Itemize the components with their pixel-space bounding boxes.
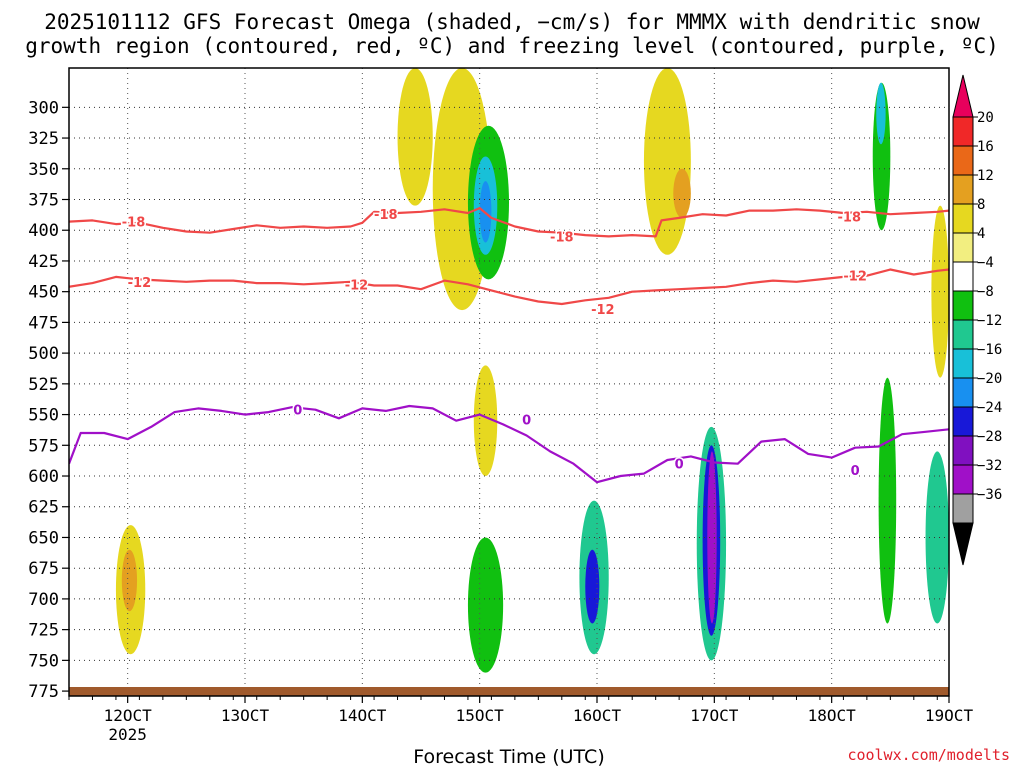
y-tick-label: 525 bbox=[28, 375, 59, 395]
y-tick-label: 400 bbox=[28, 221, 59, 241]
omega-region bbox=[925, 451, 949, 624]
y-tick-label: 625 bbox=[28, 498, 59, 518]
colorbar-label: −8 bbox=[977, 284, 994, 300]
y-tick-label: 700 bbox=[28, 590, 59, 610]
colorbar-label: −16 bbox=[977, 342, 1002, 358]
colorbar-segment bbox=[952, 435, 974, 466]
contours: -18 -18 -18 -18 -12 -12 -12 -12 0 0 0 0 bbox=[69, 207, 949, 484]
omega-region bbox=[707, 451, 717, 624]
y-tick-label: 550 bbox=[28, 406, 59, 426]
y-tick-label: 675 bbox=[28, 559, 59, 579]
y-tick-label: 750 bbox=[28, 651, 59, 671]
x-axis-label: Forecast Time (UTC) bbox=[413, 746, 604, 768]
contour-line bbox=[69, 207, 949, 238]
omega-region bbox=[673, 168, 691, 218]
x-tick-label: 16OCT bbox=[573, 706, 622, 725]
contour-label: -12 bbox=[345, 278, 369, 293]
colorbar-segment bbox=[952, 319, 974, 350]
y-tick-label: 725 bbox=[28, 621, 59, 641]
y-tick-label: 425 bbox=[28, 252, 59, 272]
colorbar-segment bbox=[952, 145, 974, 176]
colorbar-label: 12 bbox=[977, 168, 994, 184]
contour-label: -18 bbox=[374, 208, 398, 223]
colorbar-label: −28 bbox=[977, 429, 1002, 445]
y-tick-label: 500 bbox=[28, 344, 59, 364]
site-credit: coolwx.com/modelts bbox=[847, 746, 1010, 764]
colorbar-segment bbox=[952, 203, 974, 234]
y-tick-label: 375 bbox=[28, 190, 59, 210]
contour-label: 0 bbox=[293, 404, 302, 419]
colorbar-top-arrow bbox=[952, 74, 974, 118]
contour-label: -18 bbox=[550, 230, 574, 245]
omega-region bbox=[878, 377, 897, 624]
omega-region bbox=[397, 68, 433, 206]
colorbar-label: 8 bbox=[977, 197, 985, 213]
omega-region bbox=[643, 68, 691, 255]
y-tick-label: 650 bbox=[28, 528, 59, 548]
colorbar-label: −32 bbox=[977, 458, 1002, 474]
colorbar: 20 16 12 8 4 −4 −8 −12 −16 −20 −24 −28 −32 −36 bbox=[952, 74, 1002, 566]
omega-region bbox=[931, 205, 949, 378]
colorbar-segment bbox=[952, 174, 974, 205]
omega-region bbox=[585, 549, 600, 624]
colorbar-label: 20 bbox=[977, 110, 994, 126]
contour-label: 0 bbox=[675, 458, 684, 473]
contour-label: 0 bbox=[522, 413, 531, 428]
plot-frame bbox=[68, 67, 950, 697]
colorbar-segment bbox=[952, 232, 974, 263]
colorbar-segment bbox=[952, 261, 974, 292]
y-tick-label: 350 bbox=[28, 160, 59, 180]
colorbar-label: −24 bbox=[977, 400, 1002, 416]
x-tick-label: 13OCT bbox=[221, 706, 270, 725]
contour-line bbox=[69, 404, 949, 484]
colorbar-segment bbox=[952, 348, 974, 379]
contour-label: 0 bbox=[851, 464, 860, 479]
x-tick-label: 14OCT bbox=[338, 706, 387, 725]
y-tick-label: 450 bbox=[28, 283, 59, 303]
y-tick-label: 475 bbox=[28, 313, 59, 333]
colorbar-label: −12 bbox=[977, 313, 1002, 329]
colorbar-segment bbox=[952, 377, 974, 408]
contour-line bbox=[69, 268, 949, 306]
x-tick-label: 19OCT bbox=[925, 706, 974, 725]
colorbar-label: 4 bbox=[977, 226, 985, 242]
x-tick-label: 18OCT bbox=[808, 706, 857, 725]
contour-label: -12 bbox=[591, 303, 615, 318]
contour-label: -18 bbox=[838, 211, 862, 226]
colorbar-segment bbox=[952, 290, 974, 321]
year-label: 2025 bbox=[108, 725, 147, 744]
contour-label: -12 bbox=[128, 276, 152, 291]
x-tick-label: 15OCT bbox=[456, 706, 505, 725]
colorbar-segment bbox=[952, 493, 974, 524]
colorbar-segment bbox=[952, 406, 974, 437]
terrain-strip bbox=[69, 687, 949, 696]
colorbar-label: −20 bbox=[977, 371, 1002, 387]
omega-region bbox=[467, 537, 504, 673]
omega-region bbox=[876, 82, 886, 145]
y-tick-label: 600 bbox=[28, 467, 59, 487]
plot-background bbox=[69, 68, 949, 696]
colorbar-label: 16 bbox=[977, 139, 994, 155]
y-tick-label: 575 bbox=[28, 436, 59, 456]
colorbar-segment bbox=[952, 116, 974, 147]
chart-title-line-1: 2025101112 GFS Forecast Omega (shaded, −… bbox=[44, 10, 980, 34]
omega-region bbox=[121, 549, 138, 612]
colorbar-segment bbox=[952, 464, 974, 495]
contour-label: -12 bbox=[843, 270, 867, 285]
colorbar-bottom-arrow bbox=[952, 522, 974, 566]
x-tick-label: 12OCT bbox=[104, 706, 153, 725]
y-tick-label: 300 bbox=[28, 98, 59, 118]
colorbar-label: −36 bbox=[977, 487, 1002, 503]
x-tick-label: 17OCT bbox=[690, 706, 739, 725]
colorbar-label: −4 bbox=[977, 255, 994, 271]
y-tick-label: 775 bbox=[28, 682, 59, 702]
y-tick-label: 325 bbox=[28, 129, 59, 149]
contour-label: -18 bbox=[122, 216, 146, 231]
chart-title-line-2: growth region (contoured, red, ºC) and f… bbox=[25, 34, 999, 58]
y-axis: 300 325 350 375 400 425 450 475 500 525 550 575 600 6… bbox=[28, 98, 69, 702]
